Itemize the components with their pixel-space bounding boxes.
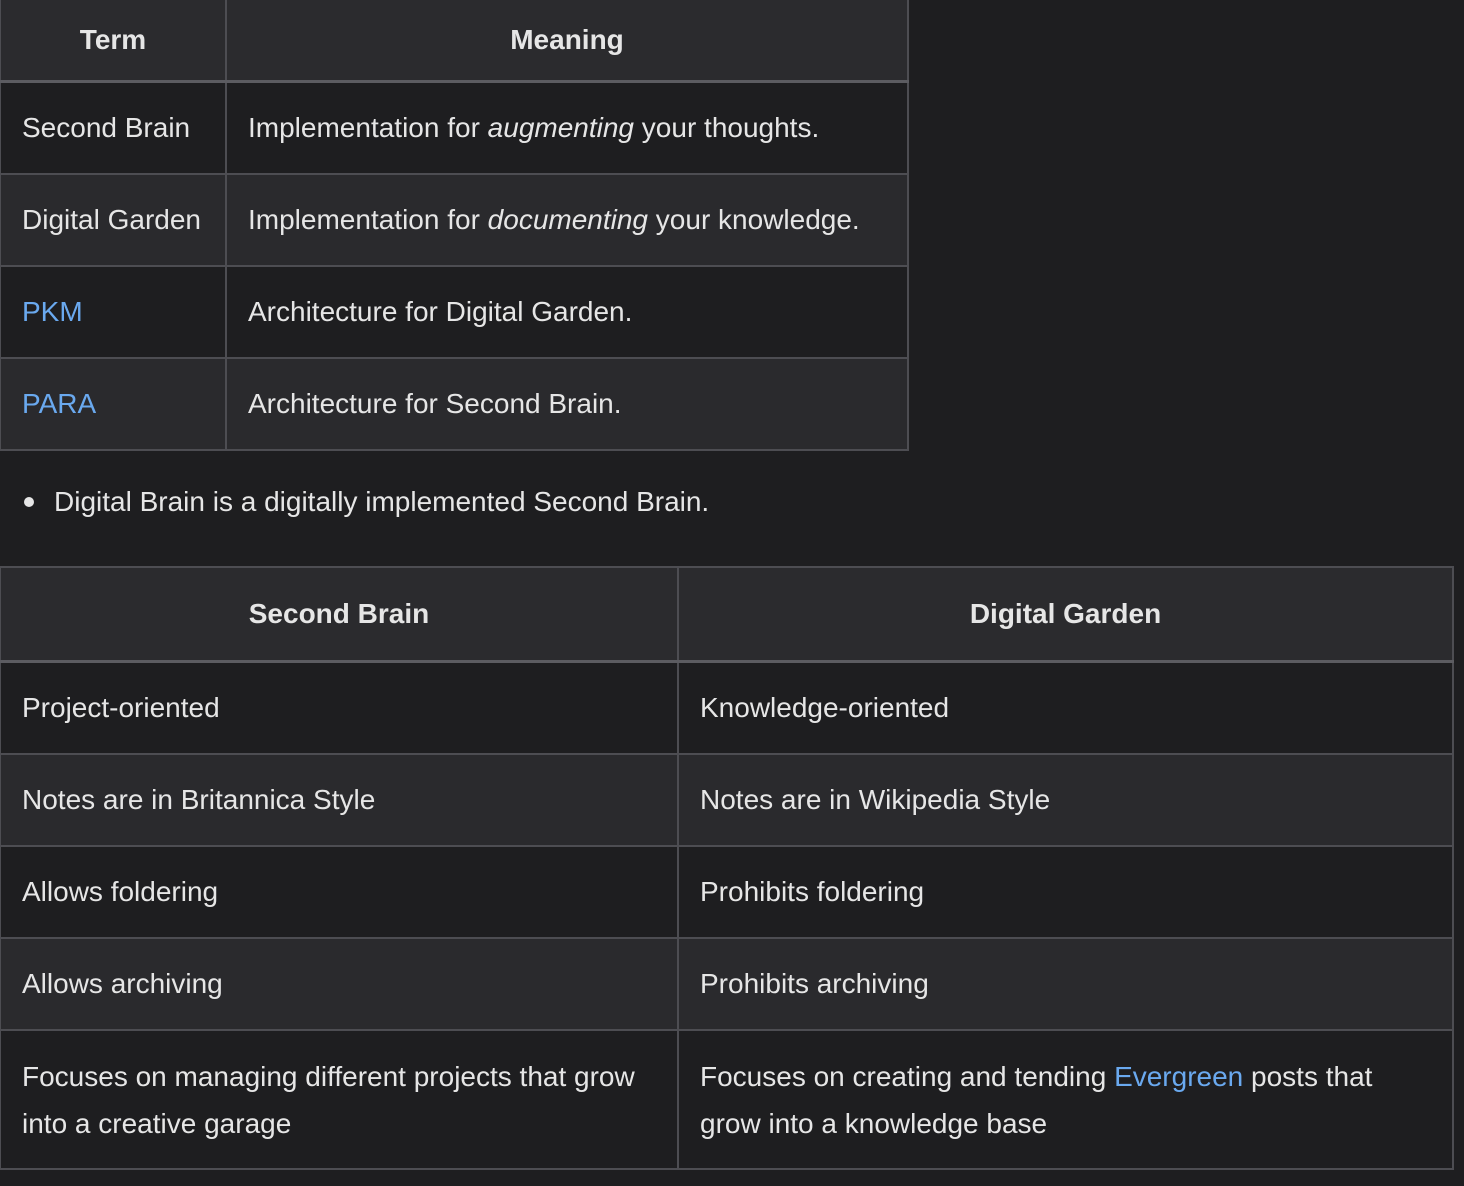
para-link[interactable]: PARA (22, 388, 97, 419)
digital-garden-cell: Focuses on creating and tending Evergree… (677, 1029, 1454, 1170)
bullet-icon (24, 497, 34, 507)
second-brain-cell: Allows archiving (0, 937, 679, 1031)
meaning-text: Implementation for (248, 204, 488, 235)
table-row: Notes are in Britannica Style Notes are … (0, 753, 1454, 847)
table-header: Second Brain Digital Garden (0, 566, 1454, 663)
meaning-emphasis: documenting (487, 204, 649, 235)
bullet-item: Digital Brain is a digitally implemented… (24, 486, 709, 518)
comparison-table: Second Brain Digital Garden Project-orie… (0, 566, 1454, 1170)
header-second-brain: Second Brain (0, 566, 679, 663)
table-row: Focuses on managing different projects t… (0, 1029, 1454, 1170)
cell-text: posts that grow into a knowledge base (700, 1060, 1373, 1139)
term-cell: Second Brain (0, 80, 227, 175)
term-cell: Digital Garden (0, 173, 227, 267)
bullet-text: Digital Brain is a digitally implemented… (54, 486, 710, 517)
meaning-cell: Implementation for augmenting your thoug… (225, 80, 909, 175)
evergreen-link[interactable]: Evergreen (1114, 1060, 1244, 1092)
header-term: Term (0, 0, 227, 83)
table-row: Project-oriented Knowledge-oriented (0, 660, 1454, 755)
digital-garden-cell: Knowledge-oriented (677, 660, 1454, 755)
table-row: Second Brain Implementation for augmenti… (0, 80, 909, 175)
table-row: PARA Architecture for Second Brain. (0, 357, 909, 451)
meaning-cell: Implementation for documenting your know… (225, 173, 909, 267)
header-digital-garden: Digital Garden (677, 566, 1454, 663)
meaning-text: your knowledge. (648, 204, 860, 235)
meaning-cell: Architecture for Second Brain. (225, 357, 909, 451)
digital-garden-cell: Prohibits archiving (677, 937, 1454, 1031)
second-brain-cell: Focuses on managing different projects t… (0, 1029, 679, 1170)
meaning-text: Implementation for (248, 112, 488, 143)
terms-table: Term Meaning Second Brain Implementation… (0, 0, 909, 451)
second-brain-cell: Allows foldering (0, 845, 679, 939)
table-row: Digital Garden Implementation for docume… (0, 173, 909, 267)
cell-text: Focuses on creating and tending (700, 1060, 1115, 1092)
table-row: Allows foldering Prohibits foldering (0, 845, 1454, 939)
header-meaning: Meaning (225, 0, 909, 83)
meaning-emphasis: augmenting (487, 112, 635, 143)
second-brain-cell: Project-oriented (0, 660, 679, 755)
second-brain-cell: Notes are in Britannica Style (0, 753, 679, 847)
pkm-link[interactable]: PKM (22, 296, 83, 327)
meaning-cell: Architecture for Digital Garden. (225, 265, 909, 359)
meaning-text: your thoughts. (634, 112, 820, 143)
term-cell: PKM (0, 265, 227, 359)
table-row: PKM Architecture for Digital Garden. (0, 265, 909, 359)
digital-garden-cell: Notes are in Wikipedia Style (677, 753, 1454, 847)
table-row: Allows archiving Prohibits archiving (0, 937, 1454, 1031)
term-cell: PARA (0, 357, 227, 451)
digital-garden-cell: Prohibits foldering (677, 845, 1454, 939)
table-header: Term Meaning (0, 0, 909, 83)
